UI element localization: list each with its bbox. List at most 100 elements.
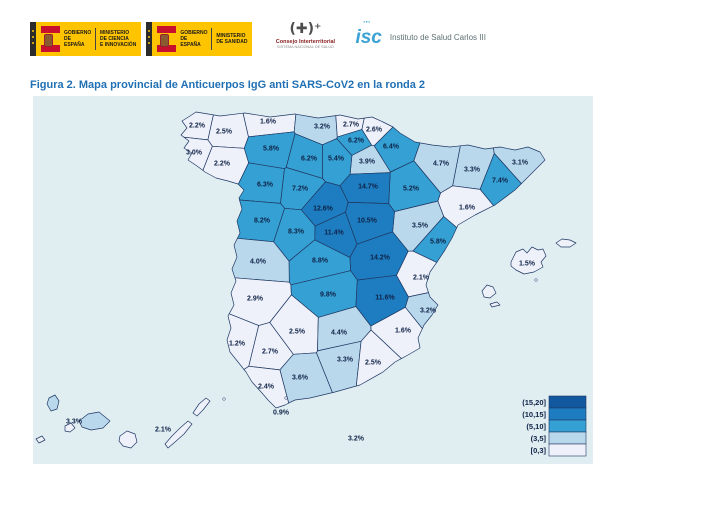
island-la-gomera: [64, 422, 76, 433]
government-label: GOBIERNO DE ESPAÑA: [64, 29, 92, 49]
spain-coat-of-arms-icon: [157, 26, 177, 52]
logo-instituto-salud-carlos-iii: isc Instituto de Salud Carlos III: [355, 22, 485, 47]
legend-swatch-2: [548, 419, 587, 433]
value-label-cordoba: 2.5%: [289, 328, 306, 335]
island-tenerife: [78, 411, 111, 431]
value-label-zamora: 6.3%: [257, 181, 274, 188]
value-label-salamanca: 8.2%: [254, 217, 271, 224]
value-label-lleida: 3.3%: [464, 166, 481, 173]
province-alicante: [404, 292, 439, 329]
value-label-sc-tenerife: 3.3%: [66, 418, 83, 425]
value-label-pontevedra: 3.0%: [186, 149, 203, 156]
value-label-lugo: 2.5%: [216, 128, 233, 135]
value-label-ourense: 2.2%: [214, 160, 231, 167]
value-label-cantabria: 3.2%: [314, 123, 331, 130]
header-logos: GOBIERNO DE ESPAÑA MINISTERIO DE CIENCIA…: [30, 21, 486, 56]
consejo-subtitle: SISTEMA NACIONAL DE SALUD: [277, 45, 334, 50]
value-label-huesca: 4.7%: [433, 160, 450, 167]
value-label-albacete: 11.6%: [375, 294, 395, 301]
value-label-badajoz: 2.9%: [247, 295, 264, 302]
government-label: GOBIERNO DE ESPAÑA: [180, 29, 208, 49]
legend-label-2: (5,10]: [526, 422, 546, 431]
value-label-girona: 3.1%: [512, 159, 529, 166]
province-pontevedra: [183, 136, 213, 171]
ministry-ciencia-label: MINISTERIO DE CIENCIA E INNOVACIÓN: [100, 29, 137, 49]
value-label-murcia: 1.6%: [395, 327, 412, 334]
value-label-huelva: 1.2%: [229, 340, 246, 347]
value-label-palencia: 6.2%: [301, 155, 318, 162]
value-label-burgos: 5.4%: [328, 155, 345, 162]
islet-dot: [534, 278, 538, 282]
island-formentera: [489, 301, 501, 308]
value-label-ciudad-real: 9.8%: [320, 291, 337, 298]
figure-title: Figura 2. Mapa provincial de Anticuerpos…: [30, 79, 426, 91]
province-almeria: [355, 329, 402, 387]
value-label-granada: 3.3%: [337, 356, 354, 363]
value-label-toledo: 8.8%: [312, 257, 329, 264]
isciii-mark-icon: isc: [355, 22, 381, 47]
island-ibiza: [481, 284, 497, 299]
value-label-valladolid: 7.2%: [292, 185, 309, 192]
island-el-hierro: [35, 435, 46, 444]
flag-pole-strip: [146, 22, 153, 56]
island-fuerteventura: [164, 420, 193, 449]
value-label-leon: 5.8%: [263, 145, 280, 152]
value-label-vizcaya: 2.7%: [343, 121, 360, 128]
value-label-navarra: 6.4%: [383, 143, 400, 150]
value-label-la-rioja: 3.9%: [359, 158, 376, 165]
logo-divider: [95, 28, 96, 50]
island-la-palma: [46, 394, 60, 412]
health-cross-icon: (✚)⁺: [289, 21, 322, 37]
flag-pole-strip: [30, 22, 36, 56]
province-cadiz: [243, 365, 290, 409]
value-label-castellon: 5.8%: [430, 238, 447, 245]
value-label-cuenca: 14.2%: [370, 254, 391, 261]
value-label-melilla: 3.2%: [348, 435, 365, 442]
value-label-avila: 8.3%: [288, 228, 305, 235]
island-lanzarote: [192, 397, 211, 417]
value-label-a-coruna: 2.2%: [189, 122, 206, 129]
island-mallorca: [510, 246, 547, 275]
spain-choropleth-svg: 2.2%2.5%3.0%2.2%1.6%3.2% 2.7%2.6%6.2%6.4%…: [35, 111, 587, 457]
value-label-malaga: 3.6%: [292, 374, 309, 381]
value-label-cadiz: 2.4%: [258, 383, 275, 390]
spain-coat-of-arms-icon: [41, 26, 60, 52]
value-label-alicante: 3.2%: [420, 307, 437, 314]
legend-label-1: (10,15]: [522, 410, 546, 419]
value-label-ceuta: 0.9%: [273, 409, 290, 416]
value-label-las-palmas: 2.1%: [155, 426, 172, 433]
logo-ministerio-sanidad: GOBIERNO DE ESPAÑA MINISTERIO DE SANIDAD: [146, 22, 253, 56]
value-label-zaragoza: 5.2%: [403, 185, 420, 192]
legend-swatch-3: [548, 431, 587, 445]
value-label-barcelona: 7.4%: [492, 177, 509, 184]
ministry-sanidad-label: MINISTERIO DE SANIDAD: [216, 32, 248, 45]
consejo-title: Consejo Interterritorial: [275, 39, 336, 46]
gobierno-logo-plate: GOBIERNO DE ESPAÑA MINISTERIO DE SANIDAD: [152, 22, 253, 56]
value-label-sevilla: 2.7%: [262, 348, 279, 355]
value-label-teruel: 3.5%: [412, 222, 429, 229]
legend-swatch-0: [548, 395, 587, 409]
value-label-jaen: 4.4%: [331, 329, 348, 336]
value-label-alava: 6.2%: [348, 137, 365, 144]
legend-swatch-4: [548, 443, 587, 457]
value-label-soria: 14.7%: [358, 183, 379, 190]
island-gran-canaria: [118, 430, 138, 449]
logo-consejo-interterritorial: (✚)⁺ Consejo Interterritorial SISTEMA NA…: [267, 21, 343, 50]
islet-dot: [222, 397, 226, 401]
value-label-guadalajara: 10.5%: [357, 217, 378, 224]
value-label-madrid: 11.4%: [324, 229, 344, 236]
value-label-tarragona: 1.6%: [459, 204, 476, 211]
value-label-segovia: 12.6%: [313, 205, 334, 212]
legend-label-3: (3,5]: [531, 434, 547, 443]
value-label-gipuzkoa: 2.6%: [366, 126, 383, 133]
map-panel: 2.2% 2.5% 3.0% 2.2% 1.6% 3.2% 2.7% 2.6% 6.2% 6.4%…: [33, 96, 593, 464]
island-menorca: [555, 238, 577, 248]
logo-ministerio-ciencia: GOBIERNO DE ESPAÑA MINISTERIO DE CIENCIA…: [30, 22, 142, 56]
value-label-asturias: 1.6%: [260, 118, 277, 125]
value-label-almeria: 2.5%: [365, 359, 382, 366]
value-label-caceres: 4.0%: [250, 258, 267, 265]
gobierno-logo-plate: GOBIERNO DE ESPAÑA MINISTERIO DE CIENCIA…: [36, 22, 142, 56]
legend-swatch-1: [548, 407, 587, 421]
province-caceres: [231, 237, 290, 283]
